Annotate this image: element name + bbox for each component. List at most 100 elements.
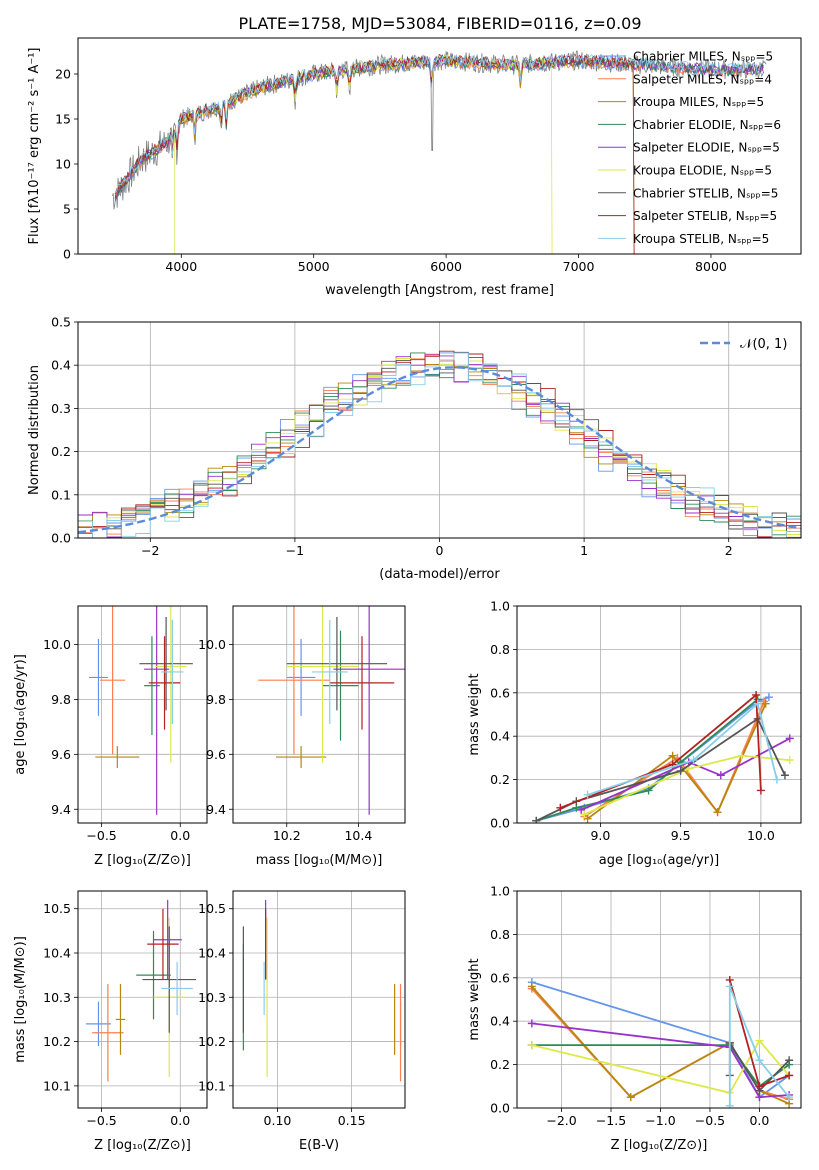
y-tick-label: 15 xyxy=(55,112,71,127)
x-tick-label: 7000 xyxy=(563,259,595,274)
legend-label: Chabrier ELODIE, Nₛₚₚ=6 xyxy=(633,118,781,132)
weight-marker xyxy=(713,808,722,817)
plot-area xyxy=(242,899,402,1082)
x-tick-label: −0.5 xyxy=(86,1113,116,1128)
x-axis-label: (data-model)/error xyxy=(379,567,500,582)
error-bar-point xyxy=(142,926,196,1033)
axes-frame xyxy=(516,890,802,1109)
y-tick-label: 0.2 xyxy=(51,444,71,459)
y-tick-label: 10.5 xyxy=(43,901,71,916)
error-bar-point xyxy=(276,746,327,769)
weight-marker xyxy=(780,771,789,780)
x-tick-label: −1.0 xyxy=(645,1113,675,1128)
error-bar-point xyxy=(322,630,359,741)
weight-marker xyxy=(785,734,794,743)
y-axis-label: mass weight xyxy=(467,673,482,755)
y-tick-label: 10.1 xyxy=(43,1078,71,1093)
x-tick-label: 5000 xyxy=(298,259,330,274)
legend-label: Chabrier STELIB, Nₛₚₚ=5 xyxy=(633,186,778,200)
y-tick-label: 9.6 xyxy=(51,747,71,762)
x-tick-label: 10.2 xyxy=(273,828,301,843)
y-tick-label: 9.6 xyxy=(206,747,226,762)
y-axis-label: Flux [fλ10⁻¹⁷ erg cm⁻² s⁻¹ A⁻¹] xyxy=(27,48,42,245)
weight-marker xyxy=(772,775,781,784)
y-tick-label: 0 xyxy=(63,247,71,262)
weight-marker xyxy=(668,751,677,760)
weight-marker xyxy=(764,693,773,702)
weight-line xyxy=(559,693,762,809)
axes-frame xyxy=(77,37,802,255)
axes-frame xyxy=(516,605,802,824)
axes-frame xyxy=(77,321,802,539)
weight-marker xyxy=(532,816,541,823)
y-tick-label: 5 xyxy=(63,202,71,217)
x-tick-label: 4000 xyxy=(165,259,197,274)
weight-marker xyxy=(785,756,794,765)
plot-area xyxy=(89,606,193,815)
x-tick-label: 0.0 xyxy=(170,828,190,843)
error-bar-point xyxy=(161,961,193,1015)
y-axis-label: age [log₁₀(age/yr)] xyxy=(13,654,28,775)
plot-area xyxy=(78,350,801,538)
model-spectrum-line xyxy=(114,55,635,254)
weight-marker xyxy=(626,1093,635,1102)
x-tick-label: −0.5 xyxy=(86,828,116,843)
residual-legend: 𝒩(0, 1) xyxy=(700,337,787,352)
y-axis-label: mass weight xyxy=(467,958,482,1040)
weight-line xyxy=(587,701,778,796)
x-axis-label: age [log₁₀(age/yr)] xyxy=(599,853,720,868)
x-tick-label: 0 xyxy=(436,543,444,558)
x-tick-label: 6000 xyxy=(430,259,462,274)
model-spectrum-line xyxy=(174,54,553,254)
y-tick-label: 0.4 xyxy=(490,1014,510,1029)
y-tick-label: 0.0 xyxy=(490,1101,510,1116)
error-bar-point xyxy=(311,619,348,725)
x-tick-label: 0.0 xyxy=(170,1113,190,1128)
y-tick-label: 10.4 xyxy=(198,946,226,961)
y-tick-label: 10.5 xyxy=(198,901,226,916)
weight-marker xyxy=(689,756,698,765)
weight-line xyxy=(728,986,790,1106)
x-tick-label: 8000 xyxy=(695,259,727,274)
x-tick-label: 0.0 xyxy=(749,1113,769,1128)
legend-label: Salpeter ELODIE, Nₛₚₚ=5 xyxy=(633,141,780,155)
weight-marker xyxy=(527,982,536,991)
weight-marker xyxy=(577,805,586,814)
y-tick-label: 0.6 xyxy=(490,970,510,985)
error-bar-point xyxy=(286,616,388,711)
weight-marker xyxy=(755,1082,764,1091)
panel-spectrum: 4000 5000 6000 7000 8000 0 5 10 15 20 wavelength [… xyxy=(27,37,802,298)
x-tick-label: −1.5 xyxy=(596,1113,626,1128)
plot-area xyxy=(532,690,794,823)
panel-age-weight: 9.0 9.5 10.0 0.0 0.2 0.4 0.6 0.8 1.0 age [log₁₀(a… xyxy=(467,599,802,868)
y-tick-label: 0.0 xyxy=(51,531,71,546)
weight-line xyxy=(584,754,790,816)
x-tick-label: 0.15 xyxy=(338,1113,366,1128)
legend-label: 𝒩(0, 1) xyxy=(740,337,787,352)
y-tick-label: 10.4 xyxy=(43,946,71,961)
weight-marker xyxy=(785,1093,794,1102)
error-bar-point xyxy=(286,638,316,716)
plot-area xyxy=(85,899,196,1082)
axes-frame xyxy=(77,890,208,1109)
y-tick-label: 10.3 xyxy=(198,990,226,1005)
weight-marker xyxy=(644,786,653,795)
model-spectrum-line xyxy=(114,53,764,193)
error-bar-point xyxy=(333,606,405,815)
weight-marker xyxy=(583,814,592,823)
weight-marker xyxy=(580,810,589,819)
y-tick-label: 0.4 xyxy=(51,358,71,373)
panel-ebv-mass: 0.10 0.15 10.1 10.2 10.3 10.4 10.5 E(B-V) xyxy=(198,890,406,1153)
weight-marker xyxy=(761,699,770,708)
y-axis-label: Normed distribution xyxy=(27,365,42,495)
legend-label: Kroupa ELODIE, Nₛₚₚ=5 xyxy=(633,164,772,178)
error-bar-point xyxy=(144,636,160,736)
error-bar-point xyxy=(100,606,126,755)
axes-frame xyxy=(232,605,406,824)
error-bar-point xyxy=(329,636,395,730)
weight-marker xyxy=(583,790,592,799)
panel-z-weight: −2.0 −1.5 −1.0 −0.5 0.0 0.0 0.2 0.4 0.6 0.8 1.0 Z [… xyxy=(467,884,802,1153)
legend-label: Kroupa STELIB, Nₛₚₚ=5 xyxy=(633,232,769,246)
weight-line xyxy=(531,1022,790,1099)
error-bar-point xyxy=(95,746,140,769)
